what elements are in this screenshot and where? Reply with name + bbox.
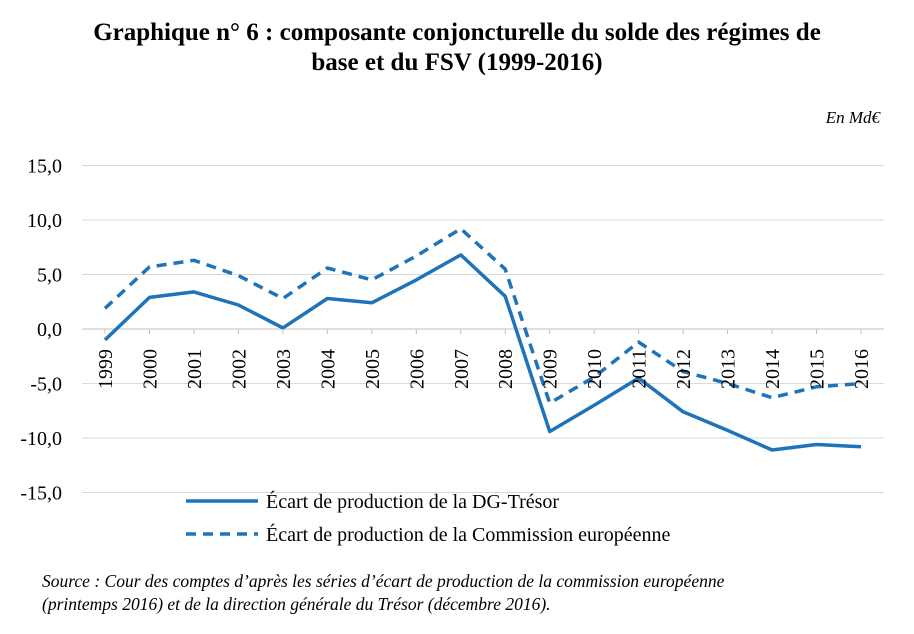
x-tick-label: 2013 bbox=[718, 349, 740, 389]
x-tick-label: 2009 bbox=[540, 349, 562, 389]
source-note-line-2: (printemps 2016) et de la direction géné… bbox=[42, 594, 551, 614]
unit-label: En Md€ bbox=[825, 108, 880, 127]
y-tick-label: 5,0 bbox=[37, 265, 62, 287]
x-tick-label: 2002 bbox=[228, 349, 250, 389]
x-tick-label: 2012 bbox=[673, 349, 695, 389]
x-tick-label: 2010 bbox=[584, 349, 606, 389]
series-line-1 bbox=[103, 253, 862, 452]
legend-label-1: Écart de production de la DG-Trésor bbox=[266, 490, 559, 513]
x-tick-label: 2016 bbox=[851, 349, 873, 389]
y-tick-label: -10,0 bbox=[20, 428, 62, 450]
x-tick-label: 2014 bbox=[762, 349, 784, 389]
y-axis-ticks: 15,0 10,0 5,0 0,0 -5,0 -10,0 -15,0 bbox=[20, 156, 62, 505]
chart-title-line-2: base et du FSV (1999-2016) bbox=[311, 49, 603, 76]
source-note: Source : Cour des comptes d’après les sé… bbox=[42, 570, 892, 616]
source-note-line-1: Source : Cour des comptes d’après les sé… bbox=[42, 571, 725, 591]
x-tick-label: 2007 bbox=[451, 349, 473, 389]
series-layer bbox=[103, 226, 862, 452]
x-tick-label: 2008 bbox=[495, 349, 517, 389]
y-tick-label: 15,0 bbox=[27, 156, 62, 178]
x-tick-label: 1999 bbox=[95, 349, 117, 389]
chart-title-line-1: Graphique n° 6 : composante conjoncturel… bbox=[93, 19, 821, 46]
x-axis-ticks: 1999 2000 2001 2002 2003 2004 2005 2006 2007 2008… bbox=[95, 329, 873, 389]
x-tick-label: 2015 bbox=[807, 349, 829, 389]
legend-label-2: Écart de production de la Commission eur… bbox=[266, 523, 670, 546]
y-tick-label: -15,0 bbox=[20, 483, 62, 505]
y-tick-label: 0,0 bbox=[37, 319, 62, 341]
x-tick-label: 2006 bbox=[406, 349, 428, 389]
chart-title: Graphique n° 6 : composante conjoncturel… bbox=[0, 18, 914, 78]
x-tick-label: 2003 bbox=[273, 349, 295, 389]
series-line-2 bbox=[103, 226, 862, 405]
x-tick-label: 2001 bbox=[184, 349, 206, 389]
x-tick-label: 2005 bbox=[362, 349, 384, 389]
x-tick-label: 2000 bbox=[139, 349, 161, 389]
legend: Écart de production de la DG-Trésor Écart… bbox=[186, 490, 670, 546]
grid-layer bbox=[82, 165, 884, 493]
x-tick-label: 2004 bbox=[317, 349, 339, 389]
y-tick-label: 10,0 bbox=[27, 210, 62, 232]
x-tick-label: 2011 bbox=[629, 349, 651, 388]
y-tick-label: -5,0 bbox=[30, 374, 62, 396]
